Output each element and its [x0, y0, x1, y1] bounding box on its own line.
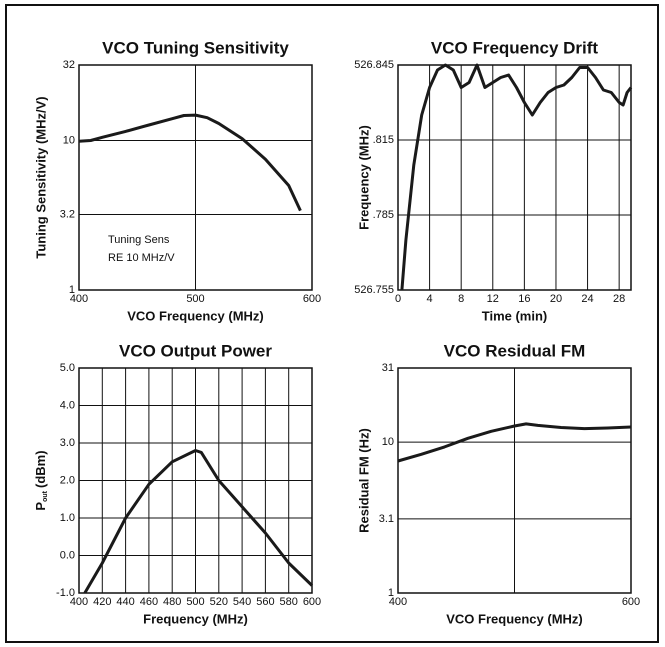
x-axis-label: VCO Frequency (MHz) [446, 611, 583, 626]
x-tick-label: 440 [116, 596, 134, 608]
plot-frame [397, 367, 632, 594]
y-tick-label: 2.0 [60, 474, 75, 486]
plot-frame [78, 64, 313, 291]
x-tick-label: 12 [487, 293, 499, 305]
x-tick-label: 560 [256, 596, 274, 608]
y-axis-label: Frequency (MHz) [356, 125, 371, 230]
chart-title: VCO Output Power [119, 341, 272, 360]
x-tick-label: 28 [613, 293, 625, 305]
chart-title: VCO Residual FM [444, 341, 586, 360]
x-tick-label: 600 [303, 596, 321, 608]
x-tick-label: 400 [70, 293, 88, 305]
y-axis-label: Pout (dBm) [33, 450, 48, 510]
x-tick-label: 20 [550, 293, 562, 305]
data-line [400, 63, 633, 291]
y-label-main: P [33, 502, 48, 511]
plot-frame [397, 64, 632, 291]
y-tick-label: .785 [373, 209, 394, 221]
y-tick-label: 3.1 [379, 513, 394, 525]
x-tick-label: 400 [389, 596, 407, 608]
y-axis-label: Tuning Sensitivity (MHz/V) [33, 96, 48, 258]
y-tick-label: 10 [63, 134, 75, 146]
outer-frame [5, 4, 659, 643]
x-tick-label: 24 [581, 293, 593, 305]
y-tick-label: 0.0 [60, 549, 75, 561]
x-tick-label: 8 [458, 293, 464, 305]
x-tick-label: 460 [140, 596, 158, 608]
x-tick-label: 16 [518, 293, 530, 305]
x-tick-label: 400 [70, 596, 88, 608]
x-tick-label: 500 [186, 596, 204, 608]
x-tick-label: 500 [186, 293, 204, 305]
y-axis-label: Residual FM (Hz) [356, 428, 371, 533]
y-tick-label: 4.0 [60, 399, 75, 411]
y-tick-label: 3.0 [60, 437, 75, 449]
y-tick-label: 31 [382, 362, 394, 374]
y-tick-label: .815 [373, 134, 394, 146]
y-tick-label: 32 [63, 59, 75, 71]
y-tick-label: 1 [69, 284, 75, 296]
y-tick-label: 526.755 [354, 284, 394, 296]
x-axis-label: Frequency (MHz) [143, 611, 248, 626]
data-line [78, 113, 302, 212]
x-tick-label: 600 [303, 293, 321, 305]
x-tick-label: 580 [280, 596, 298, 608]
annotation: RE 10 MHz/V [108, 252, 175, 264]
y-tick-label: 5.0 [60, 362, 75, 374]
data-line [397, 422, 632, 463]
y-tick-label: 1.0 [60, 512, 75, 524]
x-axis-label: VCO Frequency (MHz) [127, 308, 264, 323]
annotation: Tuning Sens [108, 234, 170, 246]
y-tick-label: 10 [382, 436, 394, 448]
x-tick-label: 480 [163, 596, 181, 608]
y-tick-label: 1 [388, 587, 394, 599]
y-label-sub: out [42, 490, 49, 502]
x-axis-label: Time (min) [482, 308, 548, 323]
chart-title: VCO Tuning Sensitivity [102, 38, 289, 57]
y-label-unit: (dBm) [33, 450, 48, 488]
x-tick-label: 600 [622, 596, 640, 608]
y-tick-label: 3.2 [60, 208, 75, 220]
x-tick-label: 520 [210, 596, 228, 608]
y-tick-label: 526.845 [354, 59, 394, 71]
data-line [83, 449, 314, 594]
plot-frame [78, 367, 313, 594]
y-tick-label: -1.0 [56, 587, 75, 599]
x-tick-label: 540 [233, 596, 251, 608]
x-tick-label: 420 [93, 596, 111, 608]
x-tick-label: 0 [395, 293, 401, 305]
x-tick-label: 4 [427, 293, 433, 305]
chart-title: VCO Frequency Drift [431, 38, 599, 57]
